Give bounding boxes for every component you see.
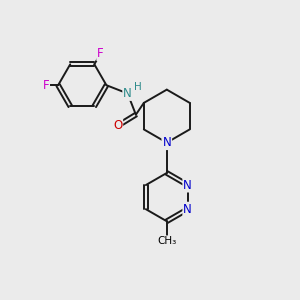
Text: N: N xyxy=(162,136,171,149)
Text: H: H xyxy=(134,82,142,92)
Text: F: F xyxy=(97,47,104,60)
Text: N: N xyxy=(123,87,132,100)
Text: CH₃: CH₃ xyxy=(157,236,176,246)
Text: N: N xyxy=(183,203,192,216)
Text: F: F xyxy=(43,79,49,92)
Text: N: N xyxy=(183,178,192,191)
Text: O: O xyxy=(113,119,122,132)
